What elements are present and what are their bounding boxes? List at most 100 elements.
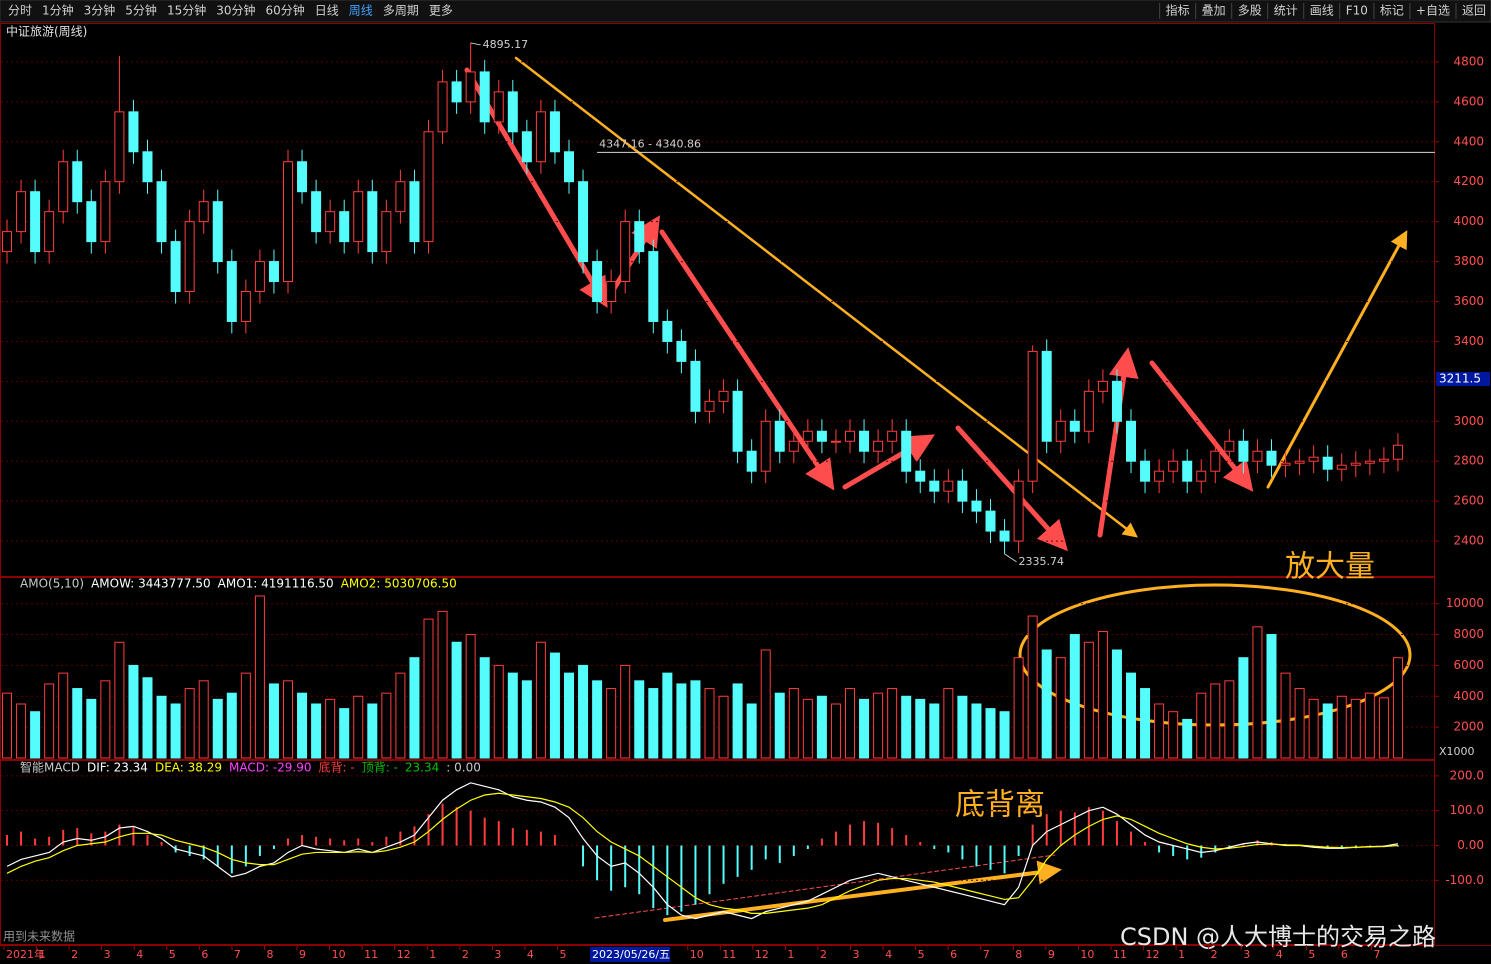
toolbar-item[interactable]: 分时 [8,4,32,18]
volume-bar [662,672,673,759]
macd-line [6,782,1399,920]
toolbar-item[interactable]: F10 [1346,4,1368,18]
candle-body [297,161,308,193]
candle-body [1266,450,1277,466]
candle-body [1378,458,1389,462]
volume-bar [184,688,195,759]
volume-bar [114,641,125,759]
volume-bar [816,695,827,759]
toolbar-item[interactable]: 叠加 [1202,4,1226,18]
cursor-value: 3211.5 [1439,372,1481,386]
volume-bar [226,692,237,759]
volume-bar [1294,688,1305,759]
volume-bar [1210,683,1221,759]
volume-bar [774,692,785,759]
toolbar-item[interactable]: 统计 [1274,4,1298,18]
indicator-header: DEA: 38.29 [155,761,222,775]
toolbar-item[interactable]: 指标 [1166,3,1190,18]
candle-body [1224,440,1235,452]
x-tick-label: 1 [39,948,46,961]
candle-body [114,111,125,183]
x-tick-label: 9 [299,948,306,961]
volume-bar [1378,697,1389,759]
macd-line [6,792,1398,914]
x-tick-label: 3 [853,948,860,961]
volume-bar [704,688,715,759]
volume-bar [381,692,392,759]
toolbar-item[interactable]: 画线 [1310,4,1334,18]
candle-body [999,530,1010,542]
indicator-header: 顶背: - [362,761,398,775]
cursor-box [1436,372,1490,387]
x-tick-label: 7 [1373,948,1380,961]
y-tick-label: 200.0 [1450,768,1484,782]
x-tick-label: 1 [787,948,794,961]
indicator-header: DIF: 23.34 [87,761,148,775]
candle-body [30,191,41,253]
candle-body [1055,420,1066,442]
volume-bar [128,664,139,759]
candle-body [760,420,771,472]
toolbar-item[interactable]: 5分钟 [125,3,157,18]
toolbar-item[interactable]: 标记 [1380,4,1404,18]
toolbar-item[interactable]: 多周期 [383,4,419,18]
toolbar-item[interactable]: 15分钟 [167,3,206,18]
toolbar-item[interactable]: 返回 [1462,4,1486,18]
candle-body [606,281,617,302]
volume-bar [100,680,111,759]
x-tick-label: 12 [397,948,411,961]
x-tick-label: 6 [201,948,208,961]
toolbar-item[interactable]: 3分钟 [84,3,116,18]
y-tick-label: 4600 [1453,94,1484,108]
x-tick-label: 7 [234,948,241,961]
toolbar-item[interactable]: 日线 [315,4,339,18]
toolbar-item[interactable]: 30分钟 [216,3,255,18]
volume-bar [16,703,27,759]
y-tick-label: 6000 [1453,658,1484,672]
candle-body [718,390,729,402]
volume-bar [1111,649,1122,759]
high-pointer [470,42,481,46]
volume-bar [367,703,378,759]
x-tick-label: 5 [169,948,176,961]
volume-bar [592,680,603,759]
indicator-header: : 0.00 [446,761,481,775]
candle-body [395,181,406,213]
candle-body [170,241,181,293]
candle-body [1294,460,1305,464]
x-tick-label: 2 [820,948,827,961]
candle-body [507,91,518,133]
indicator-header: AMO1: 4191116.50 [218,577,334,591]
candle-body [1308,456,1319,462]
toolbar-item[interactable]: 1分钟 [42,3,74,18]
candle-body [549,111,560,153]
candle-body [128,111,139,153]
y-tick-label: 4200 [1453,174,1484,188]
volume-bar [1154,703,1165,759]
toolbar-item[interactable]: 60分钟 [266,3,305,18]
candle-body [845,430,855,442]
toolbar-item[interactable]: +自选 [1416,4,1450,18]
toolbar-item[interactable]: 更多 [429,4,453,18]
volume-bar [521,680,532,759]
volume-bar [915,698,926,759]
candle-body [746,450,757,472]
x-tick-label: 11 [364,948,378,961]
candle-body [648,251,659,322]
divergence-arrow [663,860,1062,922]
x-tick-label: 6 [950,948,957,961]
candle-body [1069,420,1080,432]
candle-body [943,480,954,492]
volume-bar [788,688,799,759]
volume-panel [0,577,1435,760]
volume-bar [690,680,701,759]
candle-body [325,211,336,233]
toolbar [0,0,1491,23]
candle-body [1364,460,1375,464]
candle-body [1168,460,1179,472]
toolbar-item[interactable]: 多股 [1238,4,1262,18]
toolbar-item[interactable]: 周线 [349,4,373,18]
volume-bar [971,703,982,759]
candle-body [16,191,27,233]
y-tick-label: 3600 [1453,294,1484,308]
